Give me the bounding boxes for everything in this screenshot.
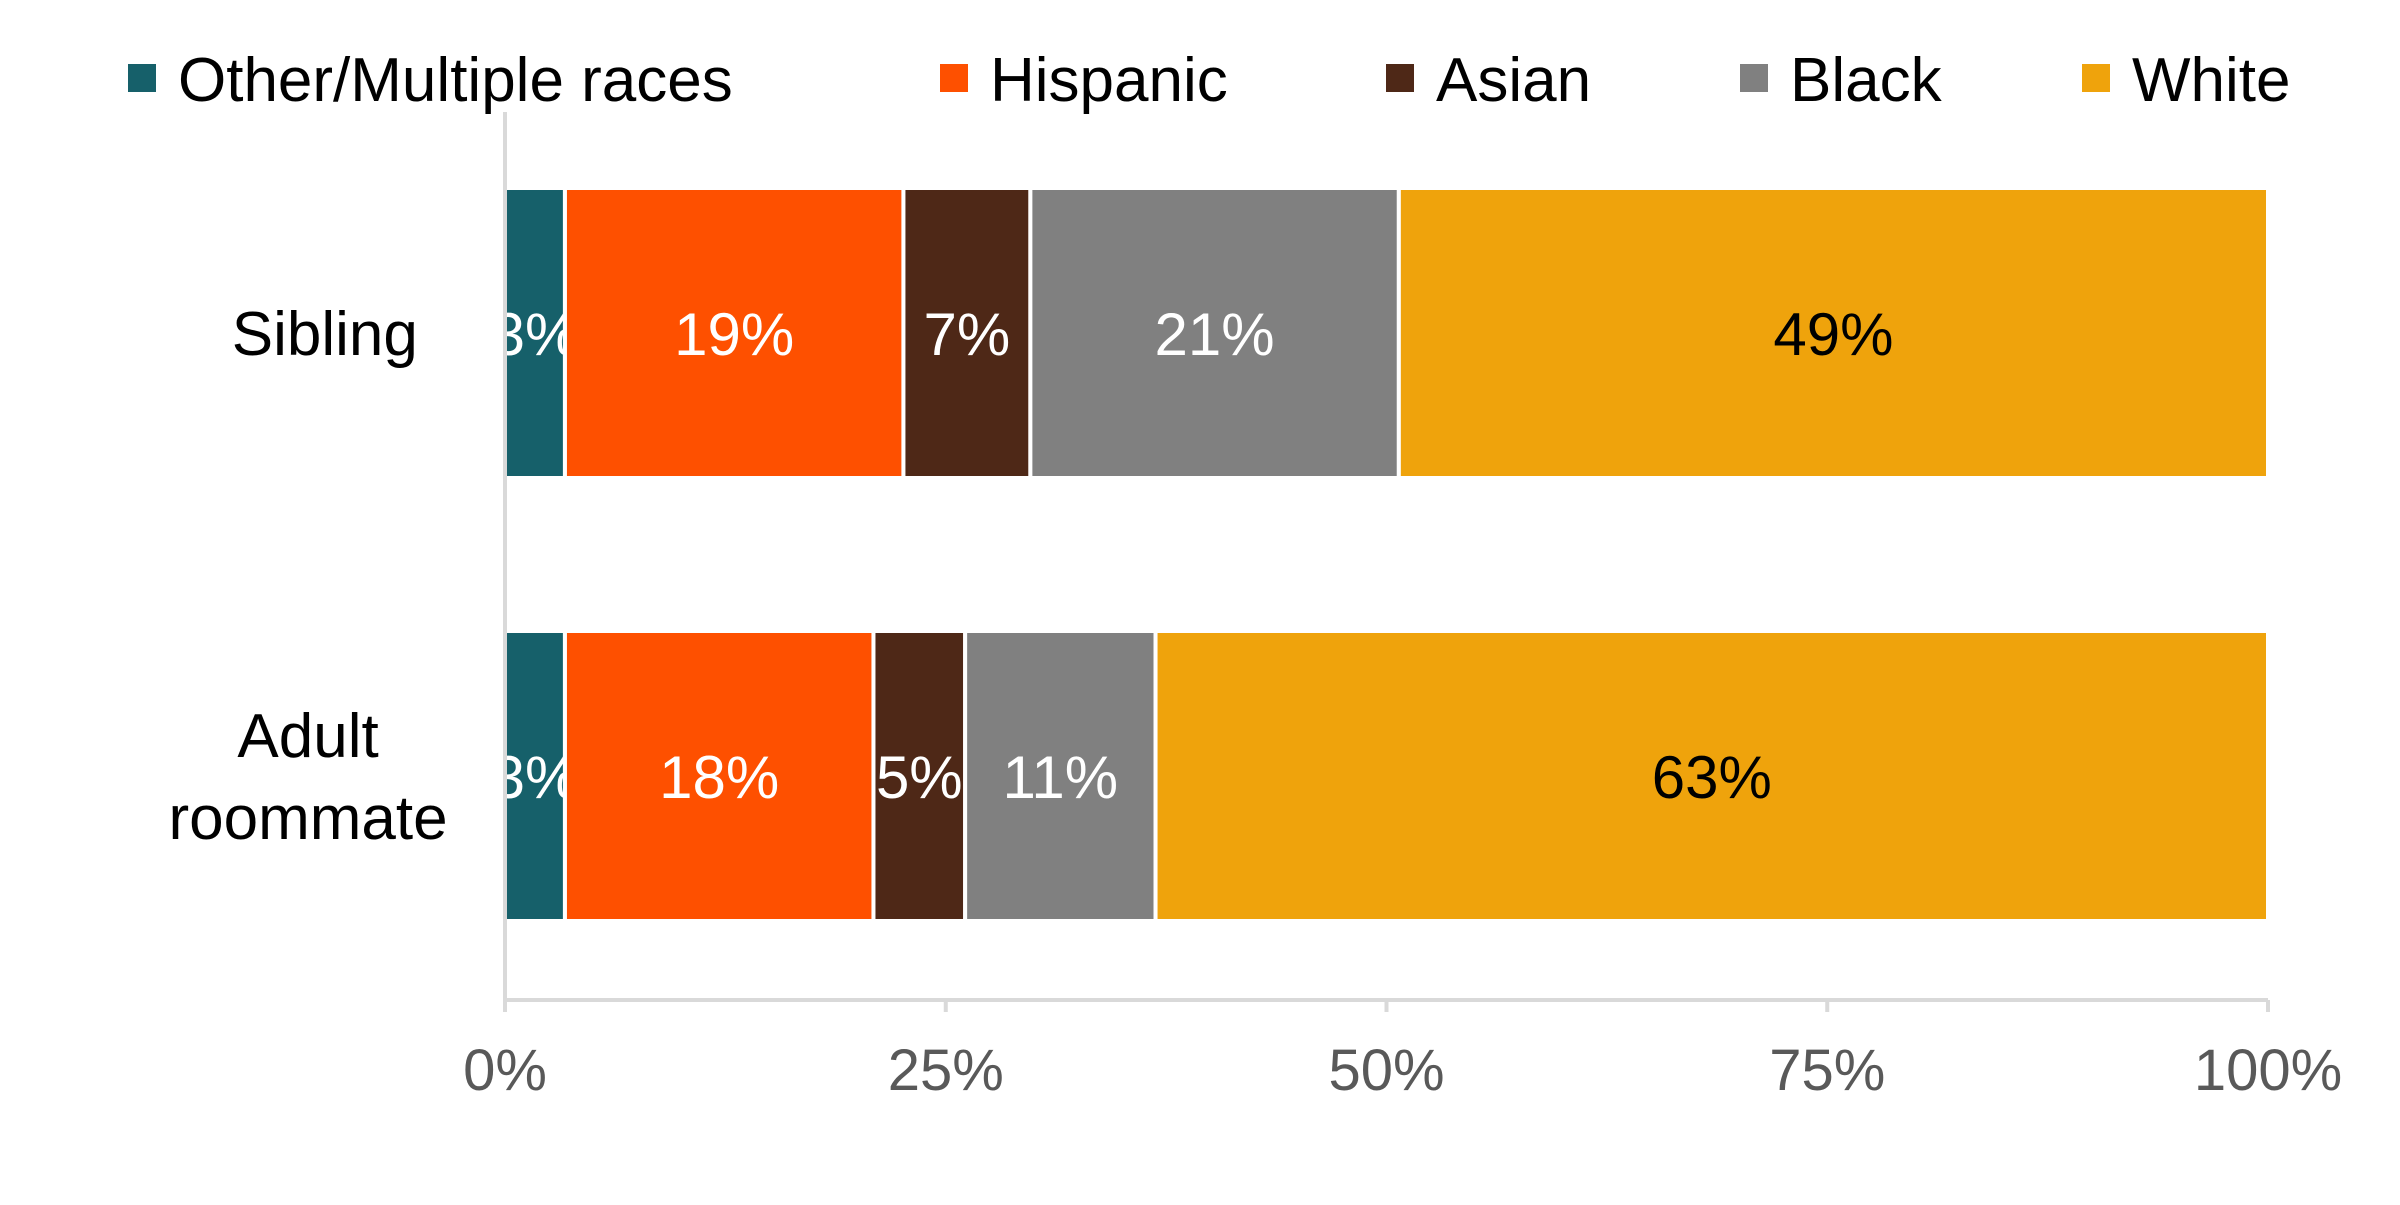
legend-item: Hispanic xyxy=(940,46,1228,115)
legend-swatch xyxy=(128,64,156,92)
x-tick-label: 50% xyxy=(1328,1038,1444,1103)
y-axis-categories: Sibling Adult roommate xyxy=(169,300,448,853)
legend-swatch xyxy=(940,64,968,92)
bar-segment xyxy=(562,629,876,923)
legend-swatch xyxy=(1740,64,1768,92)
data-label: 21% xyxy=(1155,301,1275,368)
legend-item: Black xyxy=(1740,46,1943,115)
bar-segment xyxy=(963,629,1158,923)
data-label: 11% xyxy=(1003,744,1119,811)
x-axis: 0% 25% 50% 75% 100% xyxy=(463,112,2342,1103)
x-tick-label: 75% xyxy=(1769,1038,1885,1103)
bar-segment xyxy=(503,629,567,923)
legend-item: Asian xyxy=(1386,46,1591,115)
category-label: Adult roommate xyxy=(169,702,448,853)
bar-segment xyxy=(871,629,968,923)
legend-swatch xyxy=(1386,64,1414,92)
bar-row: 3% 19% 7% 21% 49% xyxy=(492,186,2270,480)
category-label: Sibling xyxy=(232,300,418,369)
legend: Other/Multiple races Hispanic Asian Black Wh… xyxy=(128,46,2290,115)
bar-row: 3% 18% 5% 11% 63% xyxy=(492,629,2270,923)
legend-label: Asian xyxy=(1436,46,1591,115)
x-tick-label: 25% xyxy=(888,1038,1004,1103)
legend-label: Other/Multiple races xyxy=(178,46,733,115)
legend-swatch xyxy=(2082,64,2110,92)
legend-label: Hispanic xyxy=(990,46,1228,115)
legend-item: White xyxy=(2082,46,2290,115)
bar-segment xyxy=(1153,629,2270,923)
bar-segment xyxy=(1028,186,1401,480)
bar-segment xyxy=(1396,186,2270,480)
data-label: 5% xyxy=(876,744,963,811)
data-label: 7% xyxy=(924,301,1011,368)
data-label: 63% xyxy=(1652,744,1772,811)
plot-area: 3% 19% 7% 21% 49%3% 18% 5% 11% 63% xyxy=(492,186,2270,923)
bar-segment xyxy=(562,186,906,480)
legend-label: Black xyxy=(1790,46,1943,115)
data-label: 18% xyxy=(659,744,779,811)
legend-label: White xyxy=(2132,46,2290,115)
bar-segment xyxy=(901,186,1033,480)
data-label: 19% xyxy=(674,301,794,368)
data-label: 49% xyxy=(1773,301,1893,368)
x-tick-label: 0% xyxy=(463,1038,547,1103)
x-tick-label: 100% xyxy=(2194,1038,2342,1103)
legend-item: Other/Multiple races xyxy=(128,46,733,115)
